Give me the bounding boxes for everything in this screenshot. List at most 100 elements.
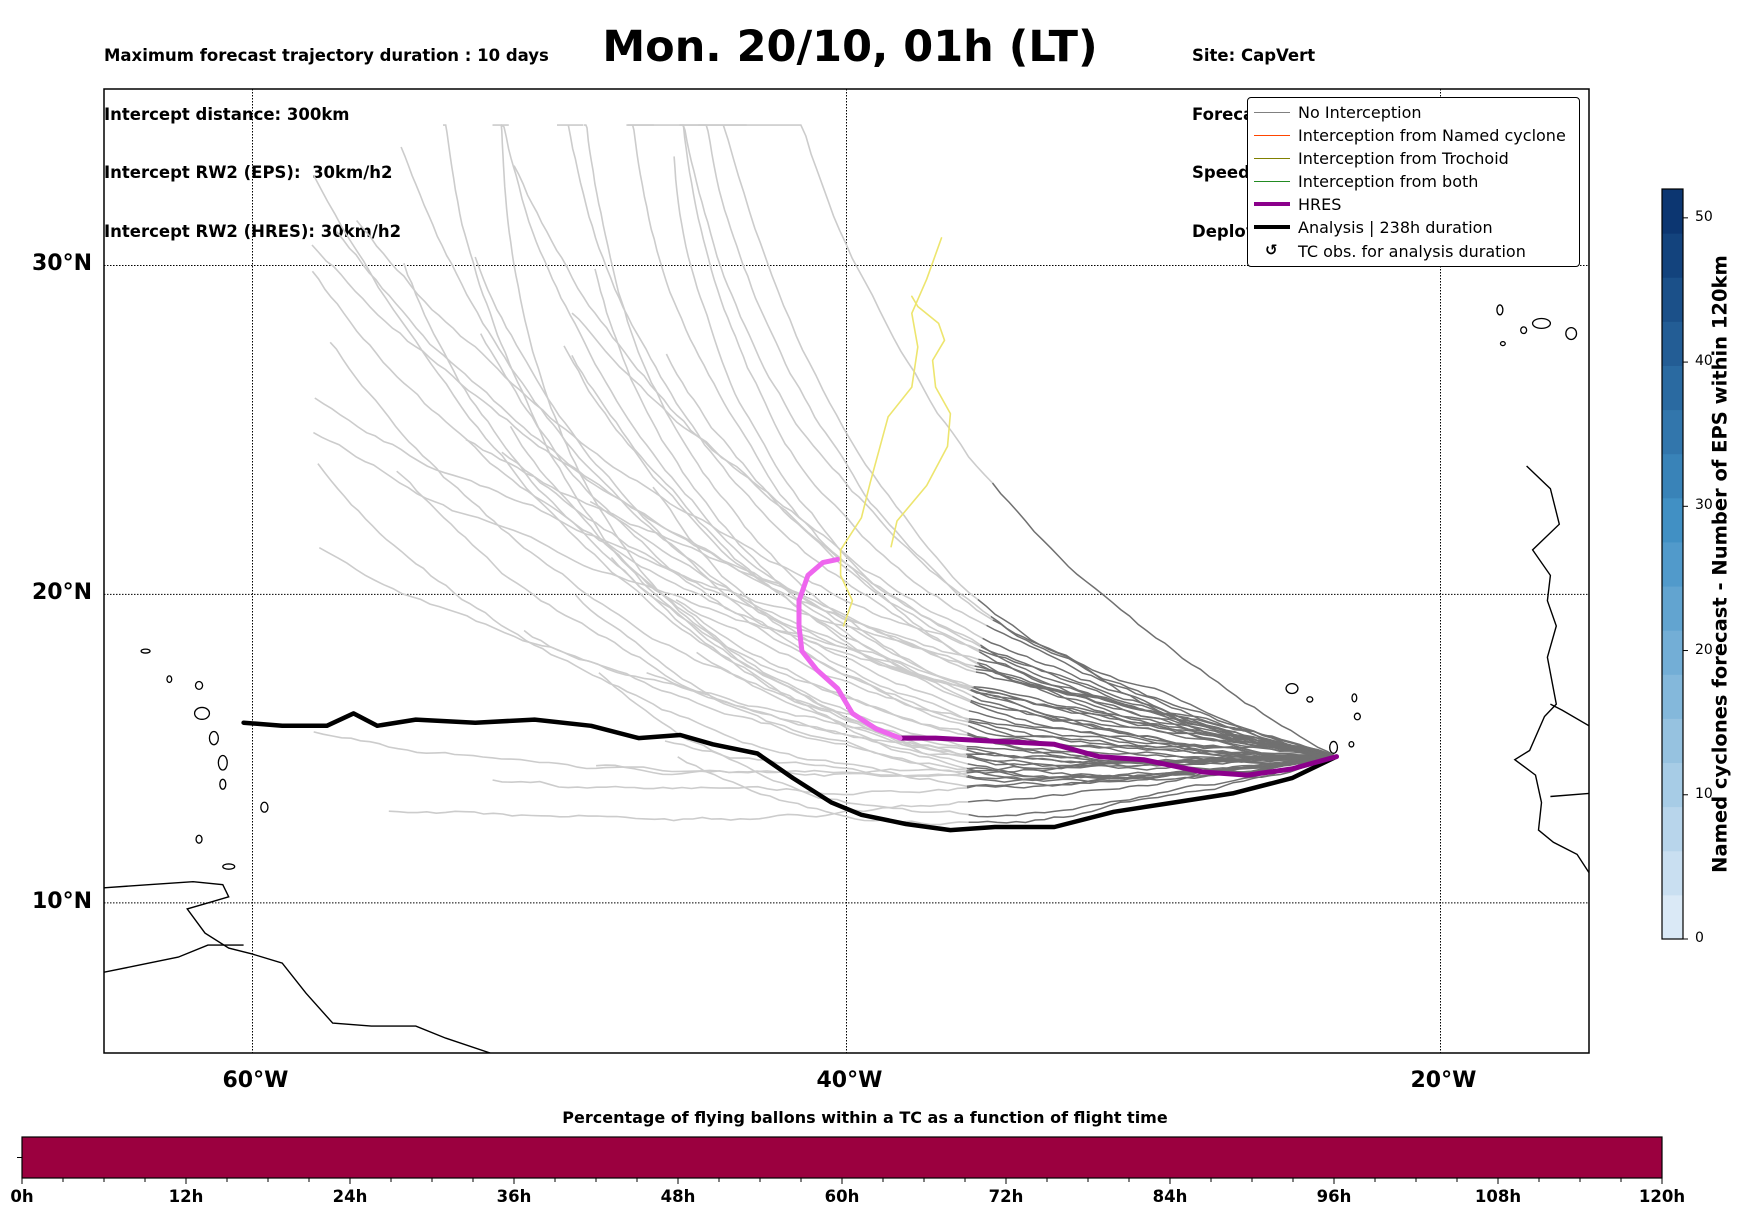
ensemble-trajectory-late — [523, 629, 967, 771]
colorbar-segment — [1662, 674, 1683, 719]
colorbar — [1661, 188, 1688, 940]
colorbar-segment — [1662, 233, 1683, 278]
colorbar-segment — [1662, 806, 1683, 852]
island-outline — [1531, 317, 1552, 330]
lon-tick-label: 40°W — [816, 1068, 883, 1093]
coastline — [1550, 792, 1589, 798]
ensemble-trajectory-late — [492, 779, 968, 796]
colorbar-tick-label: 10 — [1695, 785, 1713, 802]
ensemble-trajectory-late — [664, 740, 967, 778]
island-outline — [1520, 326, 1528, 335]
line-swatch — [1254, 158, 1290, 159]
ensemble-trajectory-late — [465, 438, 979, 661]
ensemble-trajectory-late — [388, 801, 969, 822]
ensemble-trajectory-late — [311, 270, 971, 691]
ensemble-trajectory-late — [575, 594, 968, 777]
coastline — [104, 944, 244, 973]
legend-item-named-cyclone: Interception from Named cyclone — [1248, 124, 1579, 147]
ensemble-trajectory-early — [968, 755, 1337, 818]
island-outline — [39, 643, 81, 653]
ensemble-trajectory-late — [313, 731, 967, 774]
lon-tick-label: 20°W — [1410, 1068, 1477, 1093]
ensemble-trajectory-late — [594, 268, 972, 702]
island-outline — [140, 648, 151, 654]
ensemble-trajectory-late — [589, 500, 968, 690]
time-tick-label: 48h — [660, 1187, 696, 1206]
flight-time-bar-fill — [21, 1136, 1663, 1179]
island-outline — [219, 778, 227, 790]
header-line: Intercept RW2 (HRES): 30km/h2 — [104, 221, 402, 241]
time-tick-label: 12h — [168, 1187, 204, 1206]
colorbar-tick-label: 0 — [1695, 930, 1704, 946]
hres-trajectory — [897, 735, 1339, 778]
colorbar-tick-label: 50 — [1695, 208, 1713, 225]
ensemble-trajectory-early — [991, 482, 1337, 758]
legend-label: Analysis | 238h duration — [1298, 218, 1493, 237]
trochoid-trajectory — [839, 237, 943, 627]
ensemble-trajectory-late — [680, 124, 992, 618]
ensemble-trajectory-early — [970, 699, 1337, 761]
colorbar-segment — [1662, 365, 1683, 411]
colorbar-segment — [1662, 321, 1683, 366]
ensemble-trajectory-early — [966, 755, 1337, 779]
gridlines — [104, 89, 1589, 1053]
colorbar-segment — [1662, 762, 1683, 808]
ensemble-trajectory-late — [314, 397, 975, 667]
line-swatch — [1254, 202, 1290, 206]
legend-label: No Interception — [1298, 103, 1422, 122]
island-outline — [1329, 740, 1339, 754]
time-tick-label: 24h — [332, 1187, 368, 1206]
colorbar-segment — [1662, 453, 1683, 499]
legend-item-tc-obs: ↺ TC obs. for analysis duration — [1248, 240, 1579, 263]
ensemble-trajectory-late — [492, 124, 972, 691]
coastline — [104, 880, 491, 1053]
ensemble-trajectory-late — [355, 219, 980, 651]
island-outline — [1496, 304, 1504, 316]
colorbar-segment — [1662, 630, 1683, 675]
island-outline — [1285, 682, 1299, 695]
coastlines — [39, 304, 1589, 1053]
island-outline — [166, 675, 173, 684]
island-outline — [208, 730, 219, 746]
colorbar-frame — [1661, 188, 1684, 940]
analysis-trajectory — [241, 711, 1339, 833]
time-tick-label: 120h — [1638, 1187, 1686, 1206]
legend-item-no-interception: No Interception — [1248, 101, 1579, 124]
cyclone-symbol-icon: ↺ — [1265, 241, 1278, 259]
header-line: Site: CapVert — [1192, 46, 1316, 65]
ensemble-trajectory-late — [318, 547, 967, 741]
lon-tick-label: 60°W — [222, 1068, 289, 1093]
header-line: Maximum forecast trajectory duration : 1… — [104, 46, 549, 65]
ensemble-trajectory-late — [400, 146, 970, 712]
colorbar-segment — [1662, 541, 1683, 587]
colorbar-label: Named cyclones forecast - Number of EPS … — [1708, 255, 1732, 873]
line-swatch — [1254, 181, 1290, 182]
ensemble-trajectory-early — [975, 668, 1337, 758]
lat-tick-label: 10°N — [32, 888, 93, 914]
ensemble-trajectory-late — [336, 231, 977, 673]
header-line: Intercept distance: 300km — [104, 104, 350, 124]
legend-item-analysis: Analysis | 238h duration — [1248, 216, 1579, 239]
ensemble-trajectory-late — [329, 341, 967, 748]
island-outline — [260, 801, 269, 813]
time-tick-label: 108h — [1474, 1187, 1522, 1206]
ensemble-trajectory-late — [698, 124, 994, 621]
island-outline — [217, 754, 228, 771]
highlighted-trajectories — [241, 237, 1339, 833]
time-tick-label: 36h — [496, 1187, 532, 1206]
island-outline — [1353, 712, 1361, 721]
lat-tick-label: 30°N — [32, 251, 93, 277]
ensemble-trajectory-early — [970, 685, 1337, 758]
colorbar-segment — [1662, 189, 1683, 234]
time-tick-label: 72h — [988, 1187, 1024, 1206]
island-outline — [1499, 341, 1506, 347]
ensemble-trajectory-early — [977, 661, 1337, 759]
legend-label: TC obs. for analysis duration — [1298, 242, 1526, 261]
island-outline — [1348, 741, 1355, 748]
ensemble-trajectory-early — [975, 671, 1337, 758]
ensemble-trajectory-early — [967, 755, 1337, 783]
ensemble-trajectory-late — [557, 124, 978, 664]
forecast-parameters: Maximum forecast trajectory duration : 1… — [104, 7, 549, 261]
ensemble-trajectories — [311, 124, 1337, 826]
colorbar-segment — [1662, 409, 1683, 455]
